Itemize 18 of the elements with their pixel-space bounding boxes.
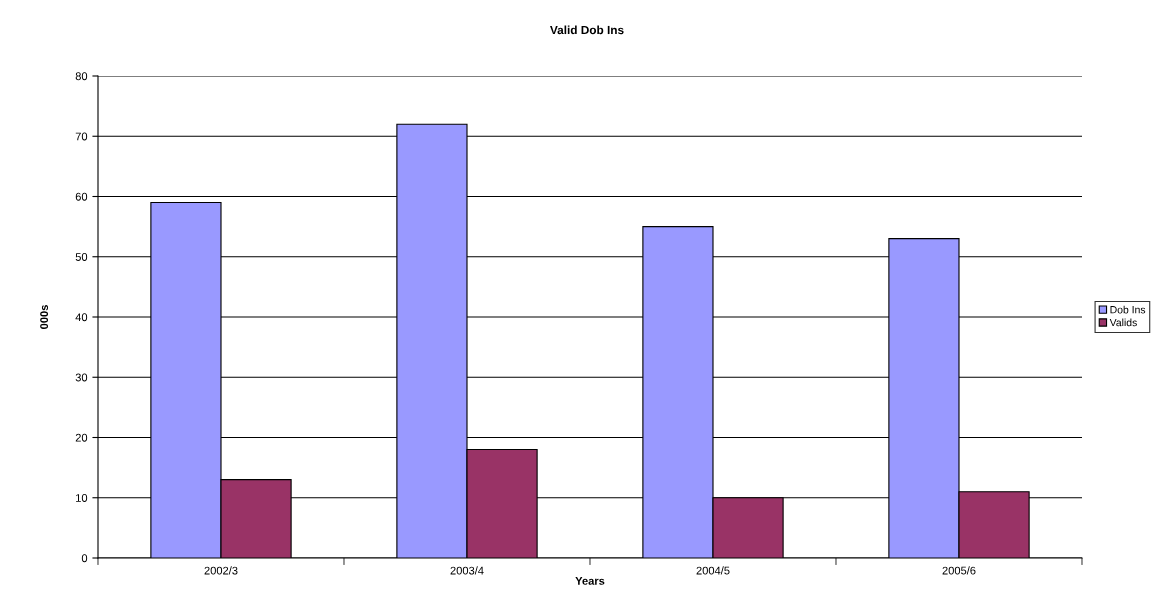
y-tick-label: 70 [75, 132, 88, 141]
x-tick-label: 2004/5 [696, 566, 730, 575]
y-tick-label: 20 [75, 433, 88, 442]
y-axis-title: 000s [40, 305, 49, 329]
y-tick-label: 60 [75, 192, 88, 201]
x-axis-title: Years [575, 577, 605, 585]
y-tick-label: 80 [75, 72, 88, 81]
legend-label: Valids [1109, 318, 1137, 327]
y-tick-label: 30 [75, 373, 88, 382]
y-tick-label: 40 [75, 313, 88, 322]
x-tick-label: 2005/6 [942, 566, 976, 575]
legend-label: Dob Ins [1110, 305, 1146, 314]
y-tick-label: 50 [75, 253, 88, 261]
y-tick-label: 0 [81, 554, 88, 563]
x-tick-label: 2003/4 [450, 566, 484, 575]
chart-title: Valid Dob Ins [550, 25, 624, 35]
x-tick-label: 2002/3 [204, 566, 238, 575]
y-tick-label: 10 [76, 494, 88, 502]
